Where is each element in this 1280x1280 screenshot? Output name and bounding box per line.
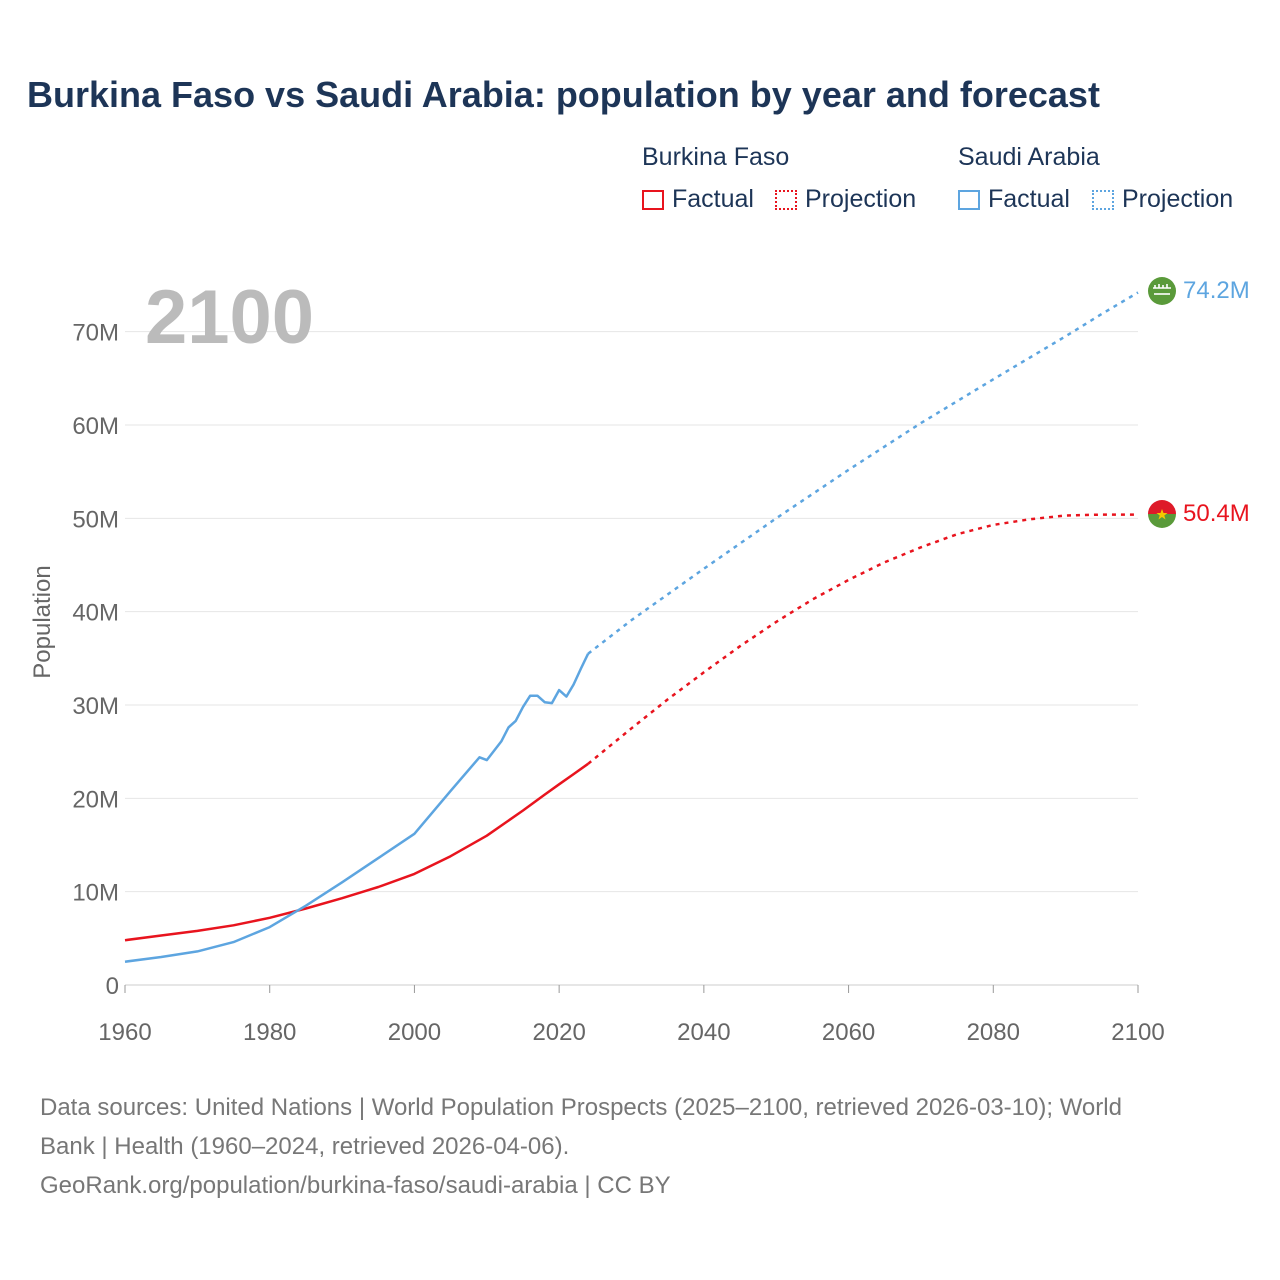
y-tick-label: 20M [72,786,119,813]
legend-swatch-dotted-icon [775,189,797,210]
legend-label: Factual [672,185,754,213]
footer-sources: Data sources: United Nations | World Pop… [40,1088,1240,1205]
x-tick-label: 2100 [1111,1019,1164,1046]
line-chart: 2100 0 10M 20M 30M 40M 50M 60M 70M 1960 1980 2000… [29,275,1250,1046]
y-tick-label: 50M [72,506,119,533]
chart-title: Burkina Faso vs Saudi Arabia: population… [27,74,1100,115]
x-tick-label: 2040 [677,1019,730,1046]
y-tick-label: 70M [72,320,119,347]
footer-line: Data sources: United Nations | World Pop… [40,1094,1122,1121]
y-tick-label: 60M [72,413,119,440]
y-tick-label: 40M [72,600,119,627]
legend-swatch-solid-icon [642,189,664,210]
series-line-factual-burkina-faso [124,762,589,942]
x-tick-label: 2060 [822,1019,875,1046]
series-line-projection-saudi-arabia [587,291,1139,655]
y-tick-label: 0 [106,973,119,1000]
y-axis-ticks: 0 10M 20M 30M 40M 50M 60M 70M [72,320,119,1000]
grid-lines [125,331,1138,986]
legend-label: Projection [1122,185,1234,213]
end-value-label-burkina-faso: 50.4M [1183,500,1250,527]
x-tick-label: 2000 [388,1019,441,1046]
legend-item-burkina-factual[interactable]: Factual [642,185,754,214]
legend-swatch-dotted-icon [1092,189,1114,210]
footer-line[interactable]: GeoRank.org/population/burkina-faso/saud… [40,1172,671,1199]
legend-item-burkina-projection[interactable]: Projection [775,185,916,214]
y-tick-label: 30M [72,693,119,720]
current-year-label: 2100 [145,275,314,360]
x-tick-label: 2080 [967,1019,1020,1046]
x-tick-label: 1980 [243,1019,296,1046]
series-line-projection-burkina-faso [587,513,1138,765]
legend-label: Projection [805,185,917,213]
series-line-factual-saudi-arabia [124,653,590,963]
x-axis-ticks: 1960 1980 2000 2020 2040 2060 2080 2100 [98,985,1165,1046]
y-tick-label: 10M [72,880,119,907]
saudi-arabia-flag-icon [1148,277,1176,305]
x-tick-label: 2020 [532,1019,585,1046]
x-tick-label: 1960 [98,1019,151,1046]
end-value-label-saudi-arabia: 74.2M [1183,277,1250,304]
legend-swatch-solid-icon [958,189,980,210]
legend-group-saudi-arabia: Saudi Arabia [958,143,1100,171]
legend-group-burkina-faso: Burkina Faso [642,143,790,171]
y-axis-label: Population [29,565,56,678]
legend-item-saudi-projection[interactable]: Projection [1092,185,1233,214]
legend-label: Factual [988,185,1070,213]
burkina-faso-flag-icon [1148,500,1176,528]
footer-line: Bank | Health (1960–2024, retrieved 2026… [40,1133,570,1160]
legend-item-saudi-factual[interactable]: Factual [958,185,1070,214]
series-lines [124,291,1139,963]
